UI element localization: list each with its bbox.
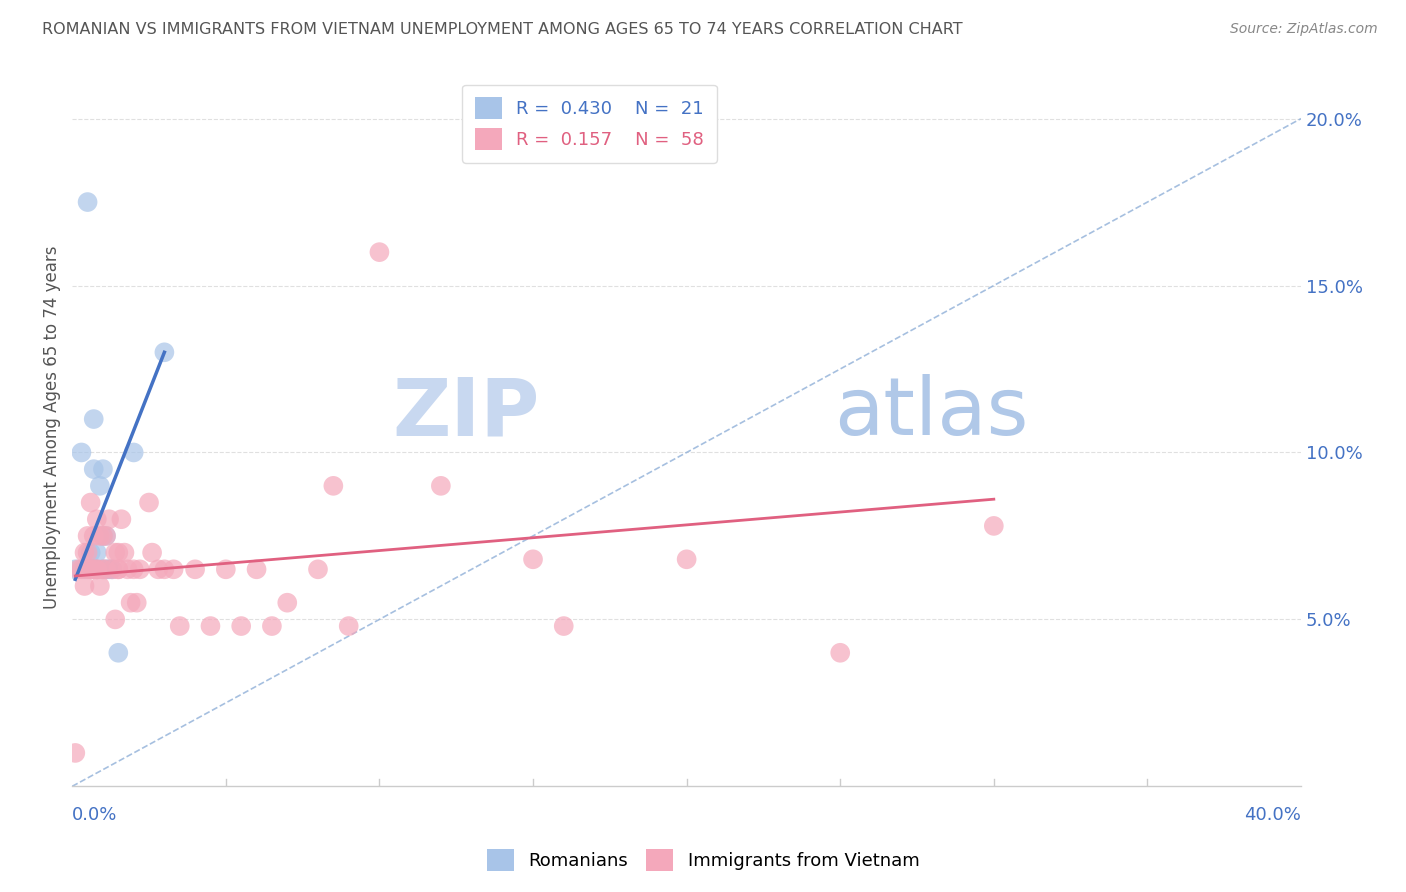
Point [70, 562, 93, 576]
Point [553, 619, 575, 633]
Point [983, 519, 1005, 533]
Point [430, 479, 453, 493]
Point [94, 529, 117, 543]
Point [94, 562, 117, 576]
Legend: Romanians, Immigrants from Vietnam: Romanians, Immigrants from Vietnam [479, 842, 927, 879]
Point [830, 646, 852, 660]
Text: Source: ZipAtlas.com: Source: ZipAtlas.com [1230, 22, 1378, 37]
Point [122, 562, 145, 576]
Legend: R =  0.430    N =  21, R =  0.157    N =  58: R = 0.430 N = 21, R = 0.157 N = 58 [463, 85, 717, 163]
Point [260, 619, 283, 633]
Point [153, 345, 176, 359]
Point [675, 552, 697, 566]
Point [125, 596, 148, 610]
Text: 40.0%: 40.0% [1244, 806, 1301, 824]
Point [86, 562, 108, 576]
Point [86, 562, 108, 576]
Point [76, 195, 98, 210]
Point [128, 562, 150, 576]
Point [215, 562, 238, 576]
Point [83, 562, 105, 576]
Point [79, 546, 101, 560]
Y-axis label: Unemployment Among Ages 65 to 74 years: Unemployment Among Ages 65 to 74 years [44, 245, 60, 609]
Point [67, 562, 90, 576]
Point [70, 445, 93, 459]
Point [79, 562, 101, 576]
Text: ROMANIAN VS IMMIGRANTS FROM VIETNAM UNEMPLOYMENT AMONG AGES 65 TO 74 YEARS CORRE: ROMANIAN VS IMMIGRANTS FROM VIETNAM UNEM… [42, 22, 963, 37]
Point [114, 546, 136, 560]
Point [86, 546, 108, 560]
Point [107, 546, 129, 560]
Point [104, 546, 127, 560]
Point [200, 619, 222, 633]
Point [245, 562, 267, 576]
Point [110, 512, 132, 526]
Point [94, 562, 117, 576]
Point [91, 562, 114, 576]
Point [322, 479, 344, 493]
Point [73, 579, 96, 593]
Point [94, 529, 117, 543]
Point [120, 596, 142, 610]
Point [83, 462, 105, 476]
Point [231, 619, 253, 633]
Point [76, 562, 98, 576]
Text: 0.0%: 0.0% [72, 806, 118, 824]
Point [169, 619, 191, 633]
Point [337, 619, 360, 633]
Point [138, 495, 160, 509]
Point [522, 552, 544, 566]
Point [86, 562, 108, 576]
Point [141, 546, 163, 560]
Point [117, 562, 139, 576]
Point [101, 562, 124, 576]
Point [79, 495, 101, 509]
Point [79, 562, 101, 576]
Point [98, 512, 121, 526]
Point [89, 579, 111, 593]
Point [107, 562, 129, 576]
Point [91, 529, 114, 543]
Point [122, 445, 145, 459]
Point [107, 562, 129, 576]
Point [276, 596, 298, 610]
Point [153, 562, 176, 576]
Point [91, 529, 114, 543]
Text: ZIP: ZIP [392, 374, 538, 452]
Point [107, 646, 129, 660]
Point [65, 746, 87, 760]
Point [86, 512, 108, 526]
Point [76, 529, 98, 543]
Point [65, 562, 87, 576]
Point [91, 562, 114, 576]
Point [91, 462, 114, 476]
Point [162, 562, 184, 576]
Point [307, 562, 329, 576]
Point [83, 412, 105, 426]
Point [104, 612, 127, 626]
Point [184, 562, 207, 576]
Point [89, 479, 111, 493]
Text: atlas: atlas [834, 374, 1028, 452]
Point [101, 562, 124, 576]
Point [73, 546, 96, 560]
Point [76, 546, 98, 560]
Point [98, 562, 121, 576]
Point [73, 562, 96, 576]
Point [83, 529, 105, 543]
Point [89, 529, 111, 543]
Point [148, 562, 170, 576]
Point [368, 245, 391, 260]
